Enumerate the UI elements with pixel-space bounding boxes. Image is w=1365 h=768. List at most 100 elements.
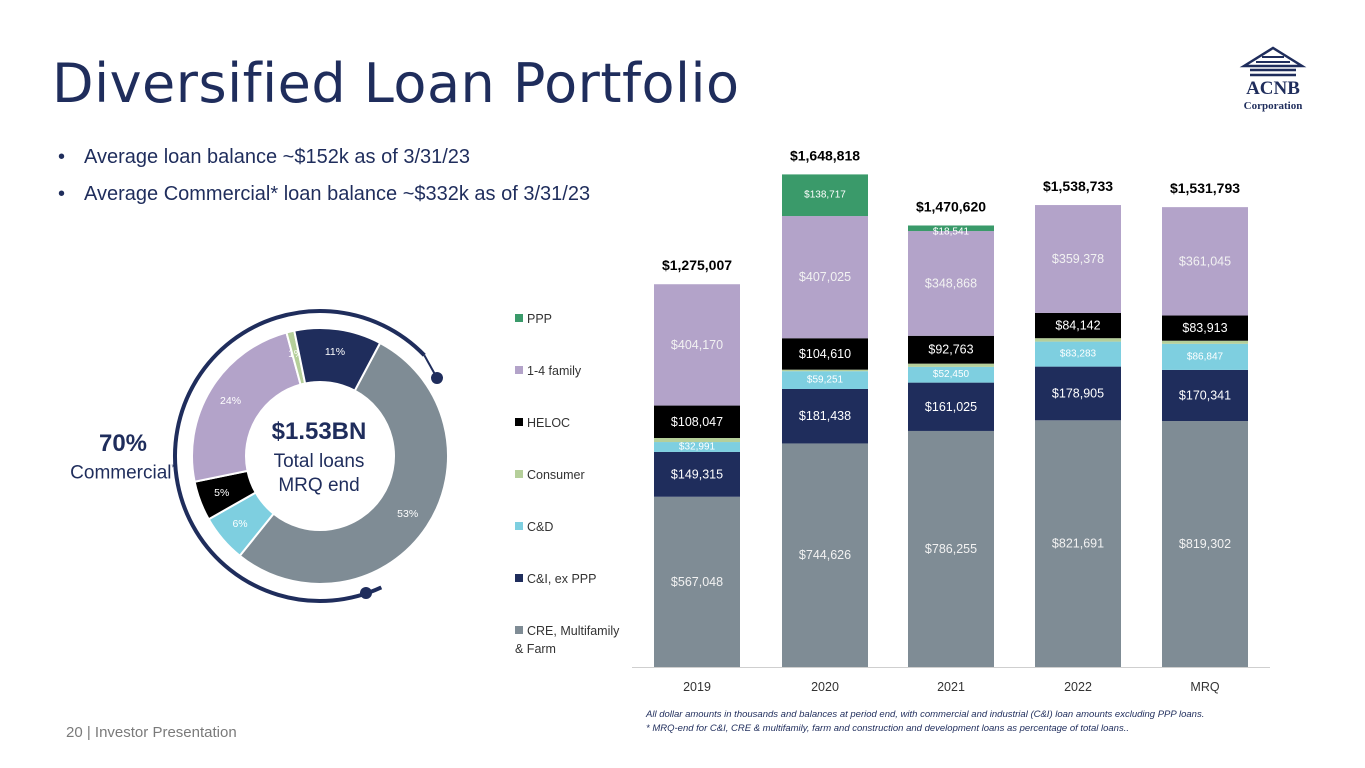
bar-total-label: $1,275,007 [662,257,732,273]
bar-segment [654,438,740,443]
bullet-text: Average Commercial* loan balance ~$332k … [84,183,591,205]
bar-data-label: $786,255 [925,542,977,556]
commercial-percent: 70% [98,430,148,457]
legend-swatch [515,470,523,478]
footnote-1: All dollar amounts in thousands and bala… [646,709,1205,720]
x-tick-label: 2020 [811,680,839,694]
legend-item: C&I, ex PPP [515,570,635,588]
bar-segment [1035,312,1121,339]
bar-segment [654,496,740,667]
legend-label: C&D [527,520,554,534]
bar-data-label: $108,047 [671,415,723,429]
legend-label: & Farm [515,642,556,656]
bar-data-label: $18,541 [933,227,970,238]
legend-label: Consumer [527,468,585,482]
bar-segment [782,388,868,444]
bar-segment [654,284,740,406]
donut-total-line2: MRQ end [278,475,360,496]
commercial-bracket-arc [173,309,426,603]
donut-total-line1: Total loans [273,451,365,472]
donut-center-label: $1.53BN Total loans MRQ end [256,418,382,498]
bar-data-label: $149,315 [671,467,723,481]
x-tick-label: MRQ [1190,680,1219,694]
x-tick-label: 2022 [1064,680,1092,694]
logo-subtitle: Corporation [1243,100,1303,112]
legend-item: C&D [515,518,635,536]
legend-item: 1-4 family [515,362,635,380]
donut-slice [238,341,450,585]
bar-data-label: $178,905 [1052,386,1104,400]
bar-total-label: $1,538,733 [1043,178,1113,194]
bar-segment [782,338,868,370]
bullet-list: • Average loan balance ~$152k as of 3/31/… [58,142,590,216]
legend-label: C&I, ex PPP [527,572,597,586]
bar-segment [782,443,868,667]
bar-segment [1035,338,1121,342]
legend-swatch [515,626,523,634]
bar-segment [908,335,994,364]
bar-data-label: $92,763 [928,343,973,357]
legend-item: CRE, Multifamily & Farm [515,622,635,658]
bar-data-label: $744,626 [799,548,851,562]
donut-slice [191,331,302,483]
bar-segment [1035,341,1121,367]
bullet-text: Average loan balance ~$152k as of 3/31/2… [84,146,471,168]
bar-segment [782,371,868,389]
bar-data-label: $181,438 [799,409,851,423]
donut-slice-label: 53% [397,508,418,520]
legend-item: Consumer [515,466,635,484]
bar-data-label: $404,170 [671,338,723,352]
donut-total-value: $1.53BN [271,418,367,445]
bar-segment [908,225,994,232]
bar-data-label: $83,283 [1060,349,1097,360]
legend-swatch [515,418,523,426]
bar-segment [782,216,868,339]
bar-data-label: $348,868 [925,276,977,290]
legend-label: CRE, Multifamily [527,624,620,638]
bar-data-label: $52,450 [933,369,970,380]
bar-data-label: $567,048 [671,575,723,589]
bar-data-label: $361,045 [1179,254,1231,268]
bar-data-label: $821,691 [1052,537,1104,551]
commercial-label: Commercial* [70,462,176,484]
footer-page-label: 20 | Investor Presentation [66,724,237,741]
bar-segment [908,382,994,431]
bar-data-label: $59,251 [807,375,844,386]
bar-segment [654,442,740,452]
legend-swatch [515,314,523,322]
x-tick-label: 2019 [683,680,711,694]
bar-segment [1162,207,1248,316]
bar-data-label: $170,341 [1179,388,1231,402]
bar-segment [1162,315,1248,341]
bar-total-label: $1,470,620 [916,198,986,214]
legend-swatch [515,574,523,582]
legend-label: HELOC [527,416,571,430]
legend-swatch [515,366,523,374]
legend-label: 1-4 family [527,364,582,378]
bar-segment [654,405,740,439]
footnotes: All dollar amounts in thousands and bala… [646,708,1326,736]
donut-slice-label: 24% [220,395,241,407]
bar-data-label: $138,717 [804,190,846,201]
commercial-bracket-end [431,372,443,384]
page-title: Diversified Loan Portfolio [52,52,740,115]
bar-data-label: $819,302 [1179,537,1231,551]
bar-data-label: $161,025 [925,400,977,414]
bar-segment [1162,340,1248,344]
bar-segment [654,451,740,497]
bar-segment [1162,421,1248,667]
bar-segment [1162,343,1248,370]
bar-data-label: $104,610 [799,347,851,361]
logo-name: ACNB [1246,78,1300,99]
acnb-logo: ACNB Corporation [1236,44,1310,120]
commercial-bracket-end [360,587,372,599]
building-icon [1239,46,1307,77]
commercial-label-text: Commercial [70,462,172,484]
bar-data-label: $86,847 [1187,351,1224,362]
donut-slice [293,327,382,393]
bar-segment [908,430,994,667]
bar-total-label: $1,531,793 [1170,180,1240,196]
legend-item: PPP [515,310,635,328]
bar-data-label: $84,142 [1055,319,1100,333]
